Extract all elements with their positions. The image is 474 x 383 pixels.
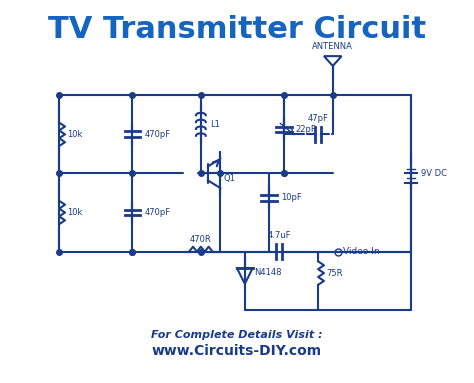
- Text: L1: L1: [210, 120, 220, 129]
- Text: TV Transmitter Circuit: TV Transmitter Circuit: [48, 15, 426, 44]
- Text: 22pF: 22pF: [296, 125, 316, 134]
- Text: ANTENNA: ANTENNA: [312, 42, 353, 51]
- Text: For Complete Details Visit :: For Complete Details Visit :: [151, 330, 323, 340]
- Text: N4148: N4148: [255, 268, 282, 277]
- Text: 4.7uF: 4.7uF: [267, 231, 291, 240]
- Text: 47pF: 47pF: [308, 114, 328, 123]
- Text: 75R: 75R: [326, 268, 342, 278]
- Text: 9V DC: 9V DC: [421, 169, 447, 178]
- Text: Q1: Q1: [223, 174, 235, 183]
- Text: www.Circuits-DIY.com: www.Circuits-DIY.com: [152, 344, 322, 358]
- Text: Video In: Video In: [343, 247, 379, 256]
- Text: 470pF: 470pF: [144, 130, 170, 139]
- Text: 10k: 10k: [67, 208, 82, 217]
- Text: 10pF: 10pF: [281, 193, 302, 202]
- Text: 470pF: 470pF: [144, 208, 170, 217]
- Text: 10k: 10k: [67, 130, 82, 139]
- Text: 470R: 470R: [190, 235, 212, 244]
